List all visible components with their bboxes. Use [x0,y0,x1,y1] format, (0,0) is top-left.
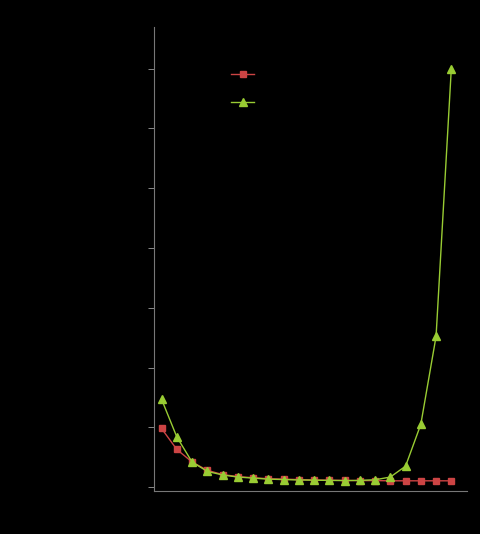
Legend: , : , [228,66,260,112]
